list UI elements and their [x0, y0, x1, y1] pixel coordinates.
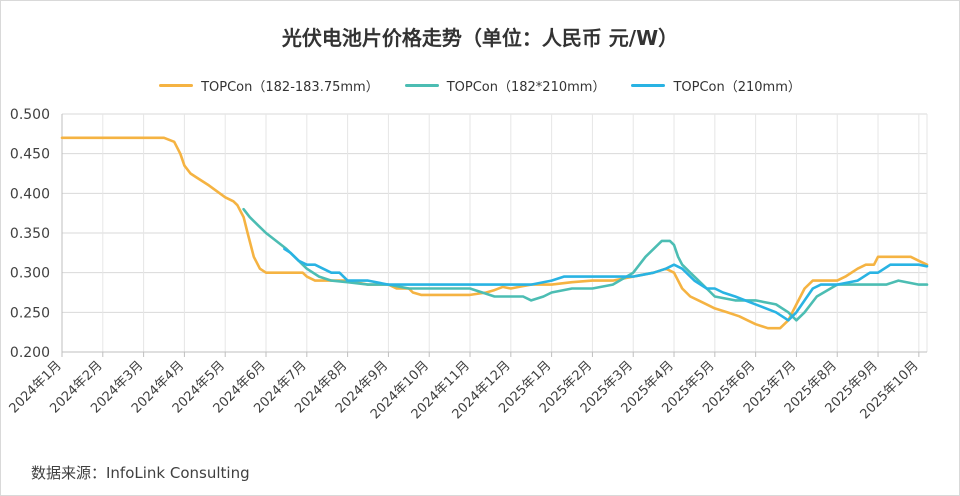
legend-label-series-3: TOPCon（210mm） — [673, 80, 801, 95]
y-tick-label: 0.450 — [10, 147, 50, 163]
series-line-1 — [60, 136, 929, 330]
legend-item-series-3[interactable]: TOPCon（210mm） — [631, 76, 801, 95]
y-tick-label: 0.200 — [10, 345, 50, 361]
y-tick-label: 0.350 — [10, 226, 50, 242]
y-tick-label: 0.300 — [10, 266, 50, 282]
legend-label-series-1: TOPCon（182-183.75mm） — [201, 80, 379, 95]
series-line-2 — [242, 207, 929, 322]
legend: TOPCon（182-183.75mm） TOPCon（182*210mm） T… — [0, 76, 960, 95]
legend-swatch-series-1 — [159, 84, 194, 87]
series-line-3 — [283, 247, 929, 322]
source-note: 数据来源：InfoLink Consulting — [31, 464, 250, 482]
chart-title: 光伏电池片价格走势（单位：人民币 元/W） — [281, 26, 679, 50]
legend-swatch-series-3 — [631, 84, 666, 87]
legend-item-series-1[interactable]: TOPCon（182-183.75mm） — [159, 76, 379, 95]
legend-label-series-2: TOPCon（182*210mm） — [446, 80, 606, 95]
legend-item-series-2[interactable]: TOPCon（182*210mm） — [404, 76, 606, 95]
y-tick-label: 0.400 — [10, 186, 50, 202]
y-tick-label: 0.500 — [10, 107, 50, 123]
y-tick-label: 0.250 — [10, 305, 50, 321]
legend-swatch-series-2 — [404, 84, 439, 87]
